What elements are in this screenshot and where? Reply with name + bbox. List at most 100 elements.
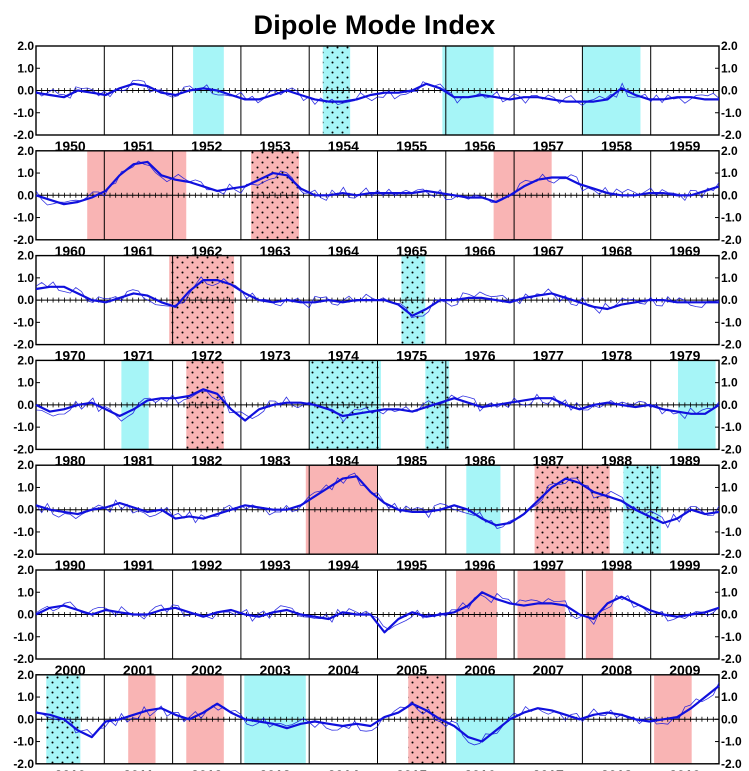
y-tick-label-left: 1.0 — [17, 376, 34, 390]
year-label: 2014 — [328, 767, 359, 771]
year-label: 1994 — [328, 557, 359, 573]
y-tick-label-right: -1.0 — [721, 735, 742, 749]
y-tick-label-right: -2.0 — [721, 757, 742, 771]
y-tick-label-left: -1.0 — [13, 525, 34, 539]
year-label: 1968 — [601, 243, 632, 259]
year-label: 1992 — [191, 557, 222, 573]
y-tick-label-left: 2.0 — [17, 458, 34, 472]
y-tick-label-right: 2.0 — [721, 353, 738, 367]
year-label: 1952 — [191, 138, 222, 154]
y-tick-label-right: 0.0 — [721, 608, 738, 622]
year-label: 1993 — [259, 557, 290, 573]
y-tick-label-left: 1.0 — [17, 166, 34, 180]
y-tick-label-right: 1.0 — [721, 690, 738, 704]
y-tick-label-right: 0.0 — [721, 84, 738, 98]
y-tick-label-left: -2.0 — [13, 338, 34, 352]
y-tick-label-left: -2.0 — [13, 757, 34, 771]
panel-1970s: 2.0 2.0 1.0 1.0 0.0 0.0 -1.0 -1.0 -2.0 -2.0 1970 19… — [13, 249, 742, 364]
y-tick-label-right: -1.0 — [721, 525, 742, 539]
panel-1950s: 2.0 2.0 1.0 1.0 0.0 0.0 -1.0 -1.0 -2.0 -2.0 1950 19… — [13, 39, 742, 154]
year-label: 1988 — [601, 452, 632, 468]
year-label: 1978 — [601, 348, 632, 364]
year-label: 2001 — [123, 662, 154, 678]
year-label: 2007 — [533, 662, 564, 678]
y-tick-label-right: 2.0 — [721, 249, 738, 263]
year-label: 1966 — [464, 243, 495, 259]
y-tick-label-right: 2.0 — [721, 563, 738, 577]
year-label: 2011 — [123, 767, 154, 771]
year-label: 1984 — [328, 452, 359, 468]
y-tick-label-right: 2.0 — [721, 39, 738, 53]
y-tick-label-left: -1.0 — [13, 420, 34, 434]
year-label: 1969 — [669, 243, 700, 259]
year-label: 2019 — [669, 767, 700, 771]
panel-1990s: 2.0 2.0 1.0 1.0 0.0 0.0 -1.0 -1.0 -2.0 -2.0 1990 19… — [13, 458, 742, 573]
year-label: 1983 — [259, 452, 290, 468]
y-tick-label-right: -1.0 — [721, 211, 742, 225]
y-tick-label-left: 2.0 — [17, 353, 34, 367]
y-tick-label-left: 0.0 — [17, 712, 34, 726]
year-label: 1995 — [396, 557, 427, 573]
y-tick-label-left: 1.0 — [17, 585, 34, 599]
y-tick-label-right: 1.0 — [721, 166, 738, 180]
y-tick-label-left: 1.0 — [17, 61, 34, 75]
year-label: 2010 — [55, 767, 86, 771]
y-tick-label-right: 0.0 — [721, 712, 738, 726]
y-tick-label-left: 1.0 — [17, 690, 34, 704]
y-tick-label-left: 0.0 — [17, 398, 34, 412]
smoothed-index-line — [35, 160, 720, 206]
y-tick-label-left: 0.0 — [17, 84, 34, 98]
y-tick-label-left: -2.0 — [13, 442, 34, 456]
smoothed-index-line — [35, 591, 720, 634]
year-label: 1981 — [123, 452, 154, 468]
year-label: 2013 — [259, 767, 290, 771]
year-label: 1987 — [533, 452, 564, 468]
year-label: 1980 — [55, 452, 86, 468]
year-label: 2009 — [669, 662, 700, 678]
y-tick-label-left: 0.0 — [17, 503, 34, 517]
y-tick-label-left: 2.0 — [17, 563, 34, 577]
year-label: 2004 — [328, 662, 359, 678]
year-label: 1985 — [396, 452, 427, 468]
panel-1960s: 2.0 2.0 1.0 1.0 0.0 0.0 -1.0 -1.0 -2.0 -2.0 1960 19… — [13, 144, 742, 259]
y-tick-label-right: 1.0 — [721, 271, 738, 285]
year-label: 2008 — [601, 662, 632, 678]
year-label: 1964 — [328, 243, 359, 259]
year-label: 1974 — [328, 348, 359, 364]
year-label: 1973 — [259, 348, 290, 364]
smoothed-index-line — [35, 82, 719, 103]
y-tick-label-right: -2.0 — [721, 442, 742, 456]
year-label: 1975 — [396, 348, 427, 364]
smoothed-index-line — [35, 279, 719, 317]
panel-1980s: 2.0 2.0 1.0 1.0 0.0 0.0 -1.0 -1.0 -2.0 -2.0 1980 19… — [13, 353, 742, 468]
y-tick-label-right: 0.0 — [721, 188, 738, 202]
y-tick-label-right: -1.0 — [721, 106, 742, 120]
y-tick-label-left: -2.0 — [13, 233, 34, 247]
year-label: 1997 — [533, 557, 564, 573]
year-label: 1957 — [533, 138, 564, 154]
year-label: 1989 — [669, 452, 700, 468]
year-label: 1960 — [55, 243, 86, 259]
year-label: 1970 — [55, 348, 86, 364]
y-tick-label-right: -1.0 — [721, 630, 742, 644]
panel-2010s: 2.0 2.0 1.0 1.0 0.0 0.0 -1.0 -1.0 -2.0 -2.0 2010 20… — [13, 668, 742, 771]
year-label: 1963 — [259, 243, 290, 259]
year-label: 1971 — [123, 348, 154, 364]
year-label: 1979 — [669, 348, 700, 364]
smoothed-index-line — [35, 475, 720, 527]
y-tick-label-right: 1.0 — [721, 376, 738, 390]
y-tick-label-right: 0.0 — [721, 503, 738, 517]
year-label: 1956 — [464, 138, 495, 154]
y-tick-label-left: 1.0 — [17, 480, 34, 494]
y-tick-label-right: -2.0 — [721, 233, 742, 247]
year-label: 1965 — [396, 243, 427, 259]
year-label: 1961 — [123, 243, 154, 259]
year-label: 1958 — [601, 138, 632, 154]
y-tick-label-left: 0.0 — [17, 188, 34, 202]
year-label: 2005 — [396, 662, 427, 678]
y-tick-label-left: -1.0 — [13, 211, 34, 225]
year-label: 1954 — [328, 138, 359, 154]
chart-title: Dipole Mode Index — [253, 10, 496, 40]
y-tick-label-left: -1.0 — [13, 315, 34, 329]
y-tick-label-right: 1.0 — [721, 585, 738, 599]
